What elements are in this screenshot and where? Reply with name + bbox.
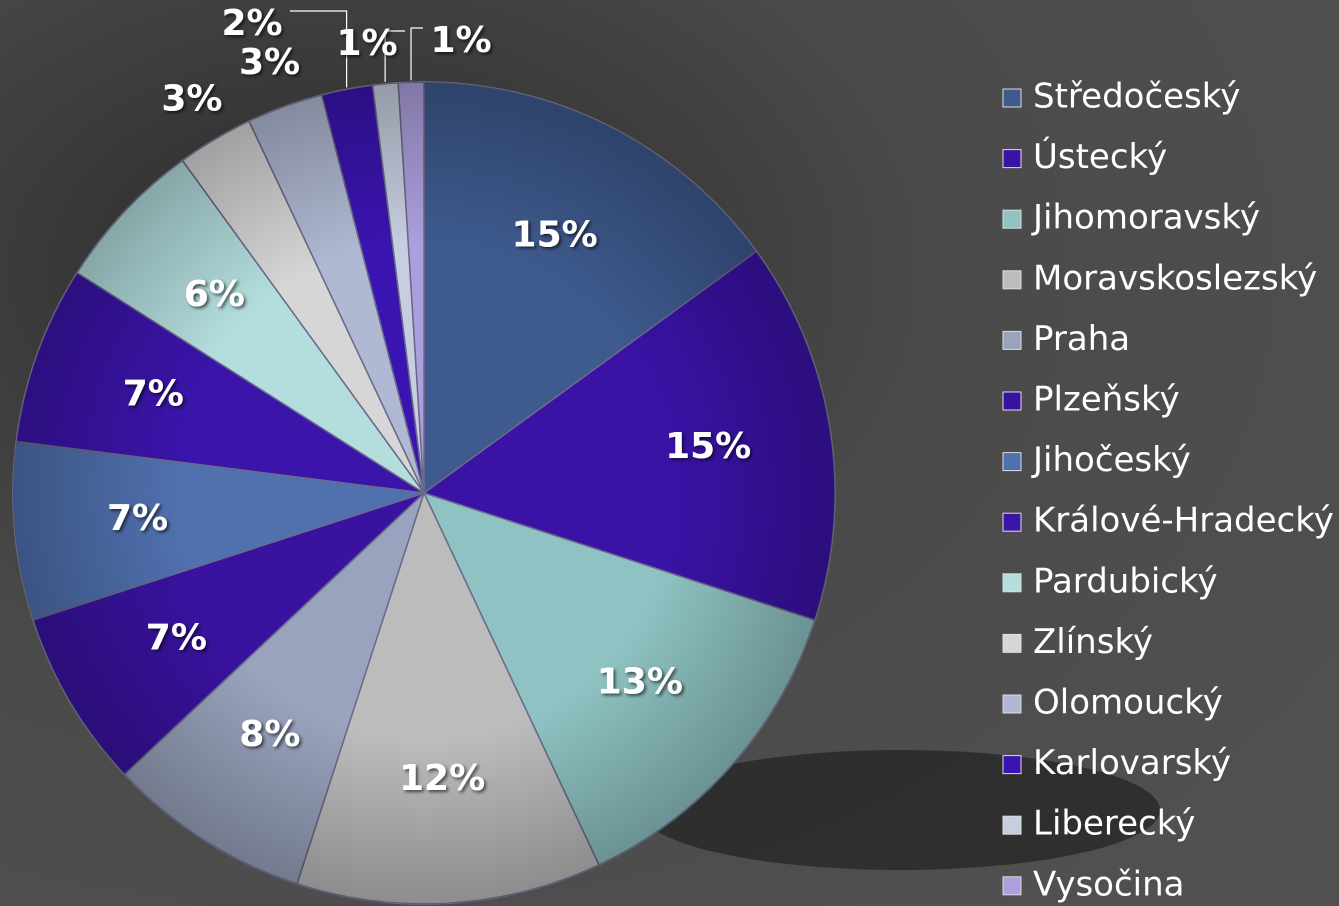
legend-swatch (1002, 209, 1022, 229)
legend-label: Středočeský (1033, 77, 1240, 117)
legend-label: Liberecký (1033, 804, 1195, 844)
data-label: 8% (239, 714, 300, 755)
data-label: 3% (239, 42, 300, 83)
legend-label: Jihočeský (1031, 440, 1191, 480)
legend-swatch (1002, 391, 1022, 411)
legend-label: Vysočina (1033, 864, 1185, 904)
data-label: 7% (146, 617, 207, 658)
legend-label: Ústecký (1033, 136, 1167, 177)
legend-swatch (1002, 452, 1022, 472)
legend-swatch (1002, 815, 1022, 835)
legend-label: Plzeňský (1033, 380, 1180, 420)
data-label: 15% (512, 215, 598, 256)
legend-swatch (1002, 633, 1022, 653)
data-label: 2% (221, 3, 282, 44)
legend-swatch (1002, 694, 1022, 714)
legend-swatch (1002, 149, 1022, 169)
legend-swatch (1002, 512, 1022, 532)
legend-swatch (1002, 573, 1022, 593)
data-label: 6% (184, 274, 245, 315)
legend-label: Karlovarský (1033, 743, 1231, 783)
legend-label: Olomoucký (1033, 683, 1223, 723)
legend-label: Praha (1033, 319, 1130, 359)
data-label: 1% (336, 23, 397, 64)
legend-label: Králové-Hradecký (1033, 501, 1334, 541)
legend-swatch (1002, 330, 1022, 350)
data-label: 13% (597, 661, 683, 702)
legend-swatch (1002, 88, 1022, 108)
legend-label: Jihomoravský (1031, 198, 1260, 238)
legend-label: Zlínský (1033, 622, 1153, 662)
legend-label: Moravskoslezský (1033, 258, 1317, 298)
data-label: 1% (430, 20, 491, 61)
data-label: 3% (161, 79, 222, 120)
data-label: 7% (107, 498, 168, 539)
data-label: 15% (665, 426, 751, 467)
leader-line (410, 27, 423, 81)
legend-label: Pardubický (1033, 561, 1218, 601)
legend-swatch (1002, 755, 1022, 775)
data-label: 7% (123, 374, 184, 415)
legend-swatch (1002, 876, 1022, 896)
data-label: 12% (399, 758, 485, 799)
legend-swatch (1002, 270, 1022, 290)
leader-line (384, 30, 405, 82)
leader-line (290, 10, 348, 88)
